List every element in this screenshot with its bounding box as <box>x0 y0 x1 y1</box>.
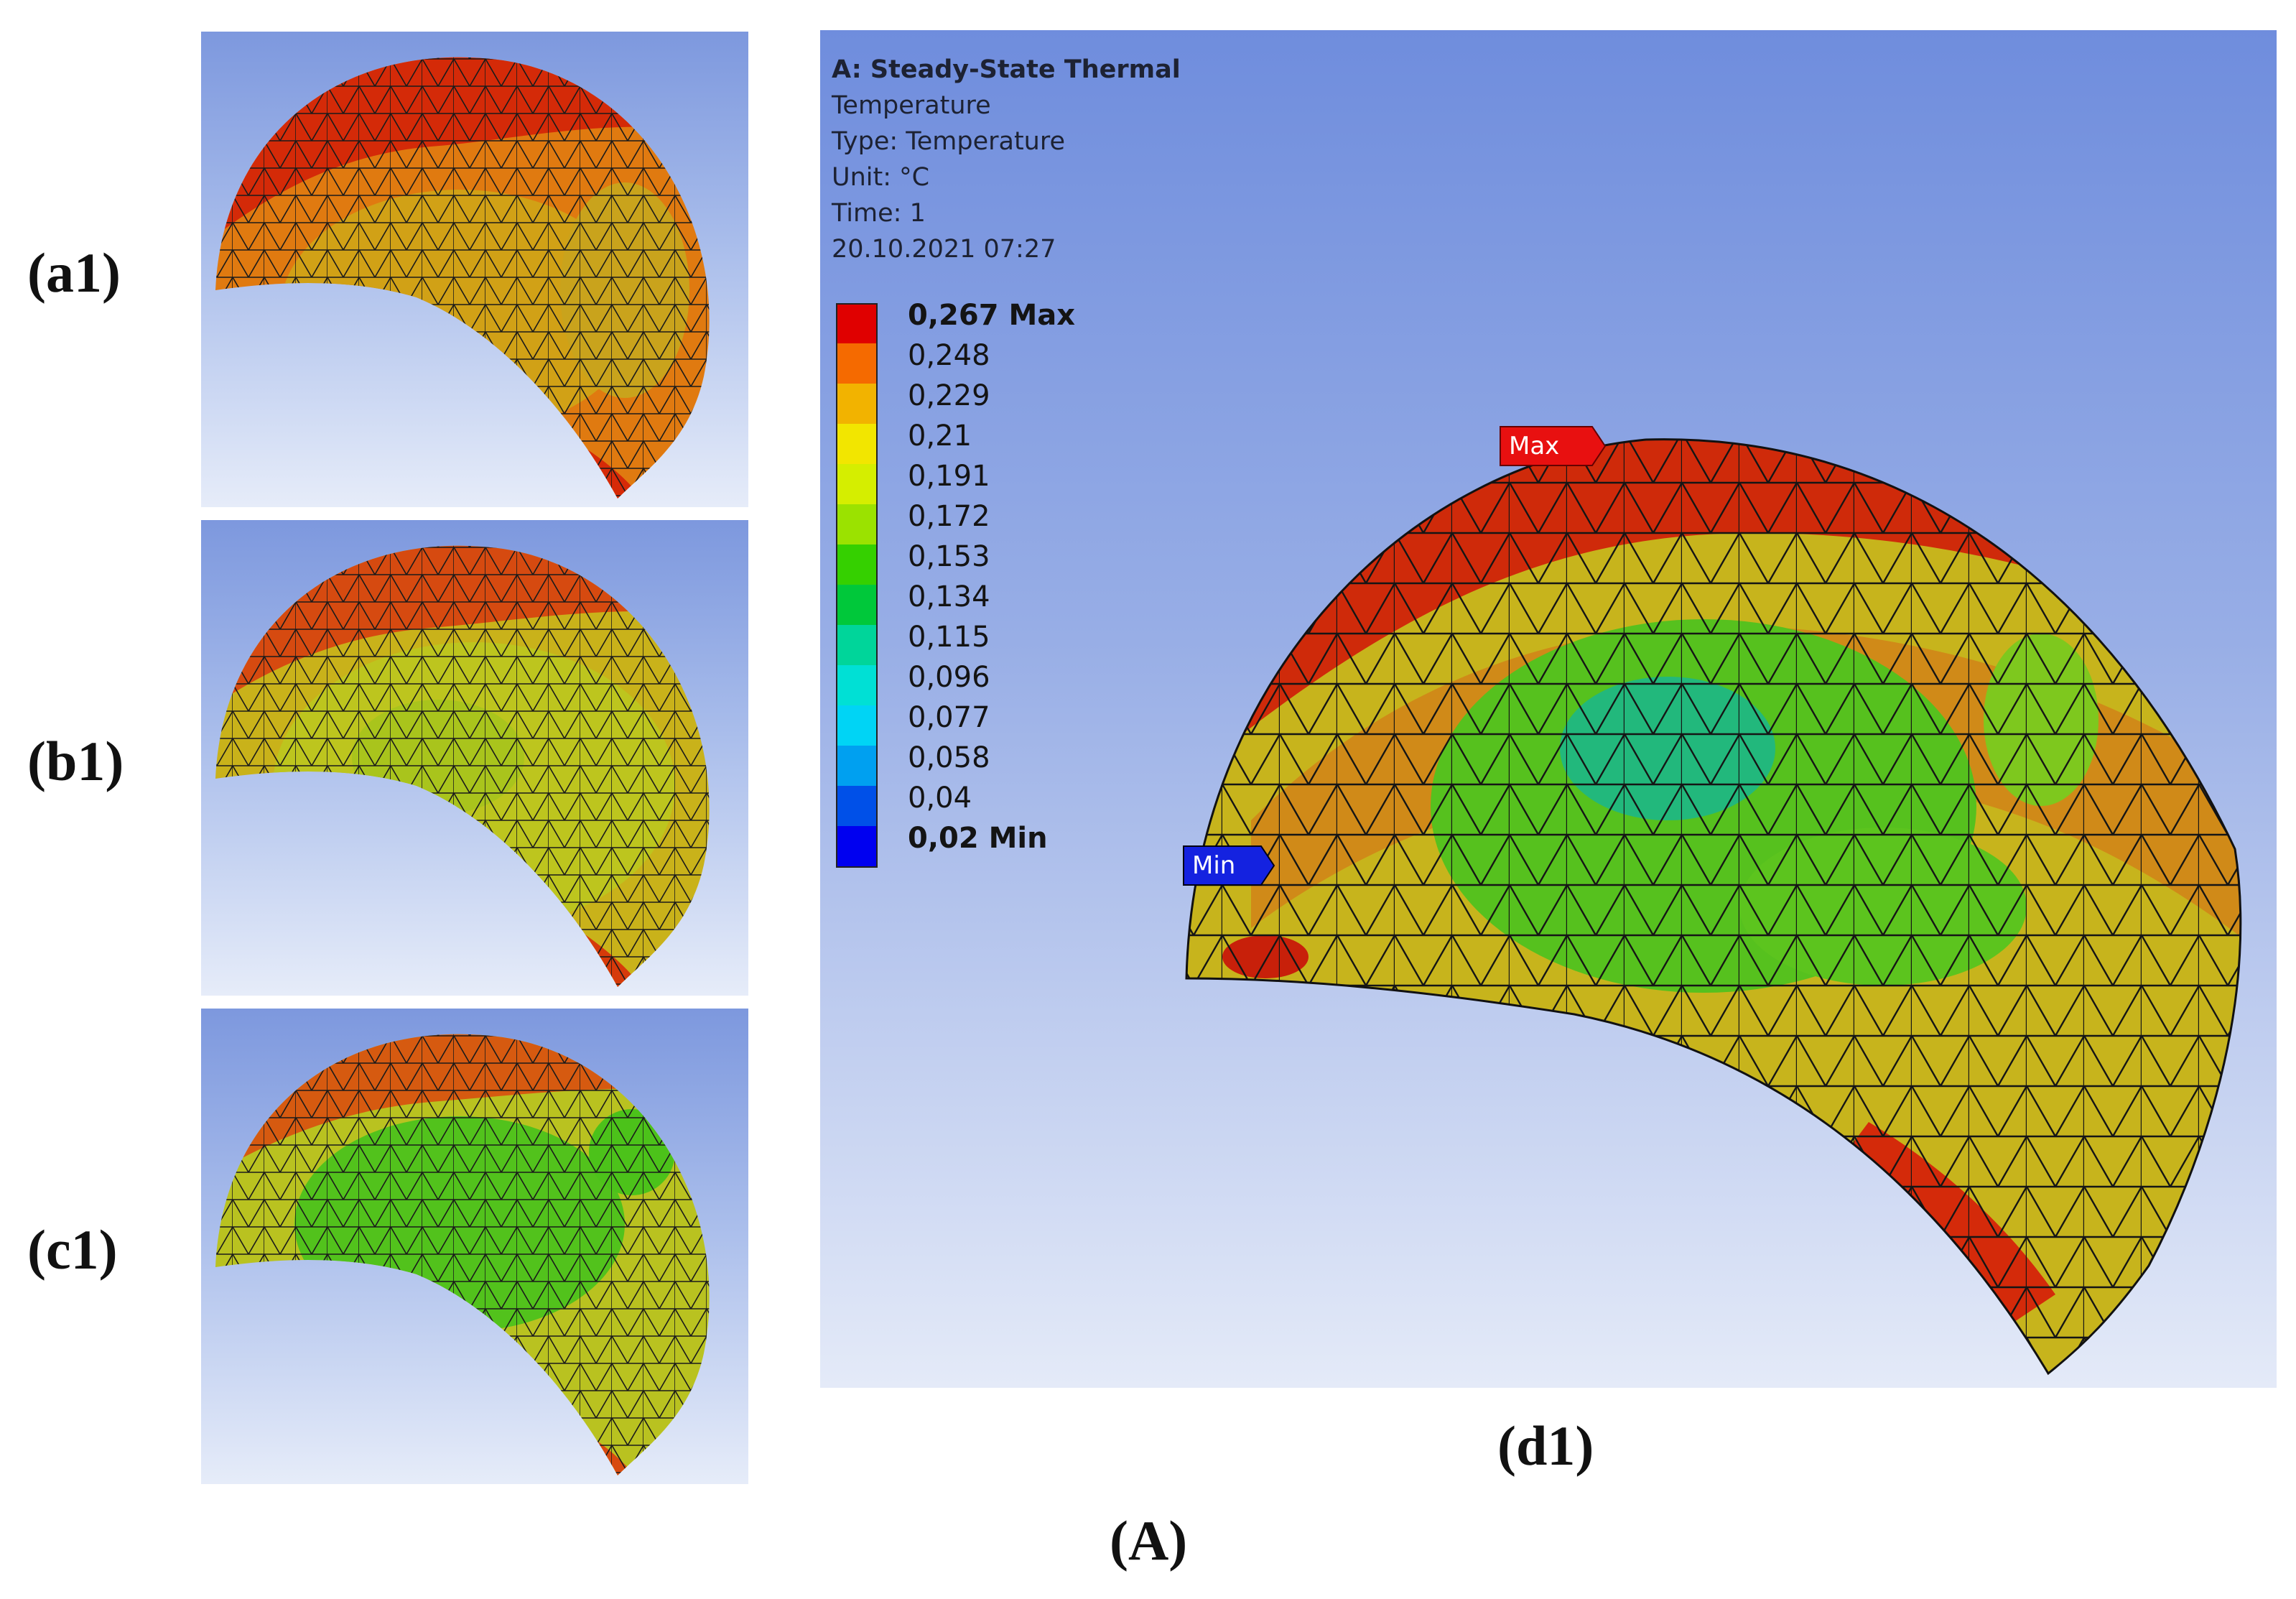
panel-label-a1: (a1) <box>27 241 121 304</box>
legend-label: 0,153 <box>908 540 990 573</box>
legend-swatch <box>836 544 878 585</box>
legend-label-min: 0,02 Min <box>908 822 1048 855</box>
legend-swatch <box>836 625 878 665</box>
legend-swatch <box>836 424 878 464</box>
legend-swatch <box>836 826 878 868</box>
legend-swatch <box>836 303 878 345</box>
model-c1 <box>215 1034 710 1475</box>
legend-label: 0,229 <box>908 379 990 412</box>
analysis-title: A: Steady-State Thermal <box>832 55 1181 84</box>
legend-label: 0,096 <box>908 661 990 694</box>
min-tag-shape <box>1183 845 1275 886</box>
result-info: A: Steady-State Thermal Temperature Type… <box>832 52 1181 267</box>
result-type: Type: Temperature <box>832 127 1066 156</box>
model-b1 <box>215 545 710 987</box>
legend-label: 0,04 <box>908 782 972 815</box>
thumbnail-c1[interactable] <box>201 1009 748 1484</box>
legend-swatch <box>836 746 878 786</box>
legend-label: 0,191 <box>908 460 990 493</box>
panel-label-d1: (d1) <box>1497 1414 1594 1477</box>
result-name: Temperature <box>832 91 991 120</box>
legend-label: 0,248 <box>908 339 990 372</box>
panel-label-c1: (c1) <box>27 1218 118 1281</box>
legend-swatch <box>836 585 878 625</box>
legend-label: 0,115 <box>908 621 990 654</box>
legend-swatch <box>836 464 878 504</box>
thumbnail-a1[interactable] <box>201 32 748 507</box>
legend-swatch <box>836 343 878 384</box>
max-tag-shape <box>1500 426 1607 466</box>
legend-swatch <box>836 384 878 424</box>
min-tag-label: Min <box>1192 851 1236 880</box>
legend-swatch <box>836 504 878 544</box>
legend-swatch <box>836 705 878 746</box>
legend-label: 0,134 <box>908 580 990 613</box>
model-d1 <box>1185 438 2242 1376</box>
panel-label-b1: (b1) <box>27 730 124 792</box>
legend-label: 0,21 <box>908 420 972 453</box>
legend-swatch <box>836 786 878 826</box>
legend-label: 0,077 <box>908 701 990 734</box>
result-unit: Unit: °C <box>832 163 930 192</box>
model-a1 <box>215 57 710 499</box>
max-probe-tag[interactable]: Max <box>1499 425 1617 467</box>
main-viewport[interactable]: A: Steady-State Thermal Temperature Type… <box>820 30 2277 1388</box>
figure-group-label: (A) <box>1110 1509 1188 1572</box>
max-tag-label: Max <box>1509 432 1560 460</box>
result-time: Time: 1 <box>832 199 926 228</box>
legend-label-max: 0,267 Max <box>908 299 1076 332</box>
thumbnail-b1[interactable] <box>201 520 748 996</box>
min-probe-tag[interactable]: Min <box>1182 845 1286 886</box>
result-timestamp: 20.10.2021 07:27 <box>832 235 1056 264</box>
legend-label: 0,058 <box>908 741 990 774</box>
legend-label: 0,172 <box>908 500 990 533</box>
legend-swatch <box>836 665 878 705</box>
